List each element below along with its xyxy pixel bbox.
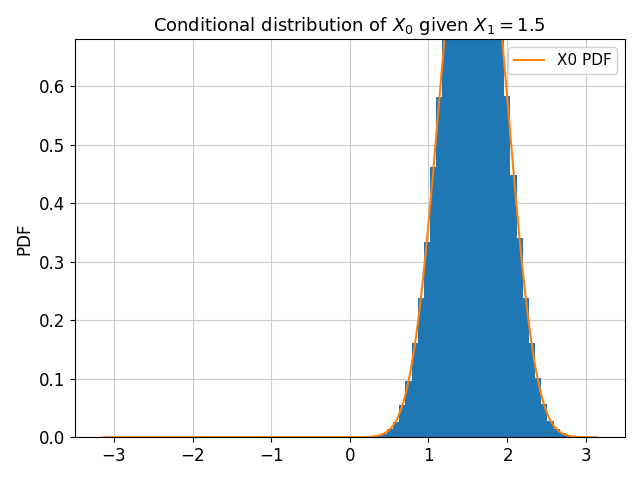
Bar	[492, 0, 498, 437]
Bar	[486, 0, 492, 437]
Bar	[436, 97, 442, 437]
Bar	[467, 0, 474, 437]
Bar	[541, 404, 547, 437]
Bar	[374, 436, 381, 437]
Bar	[399, 405, 405, 437]
X0 PDF	[223, 434, 230, 440]
Bar	[498, 21, 504, 437]
Bar	[516, 238, 523, 437]
Bar	[547, 421, 554, 437]
Title: Conditional distribution of $X_0$ given $X_1 = 1.5$: Conditional distribution of $X_0$ given …	[154, 15, 547, 37]
Bar	[405, 381, 412, 437]
X0 PDF	[593, 434, 601, 440]
Bar	[442, 31, 449, 437]
Bar	[504, 96, 510, 437]
X0 PDF	[288, 434, 296, 440]
Bar	[535, 378, 541, 437]
Bar	[523, 298, 529, 437]
Bar	[479, 0, 486, 437]
Bar	[430, 167, 436, 437]
Bar	[418, 298, 424, 437]
Bar	[554, 429, 560, 437]
Bar	[474, 0, 479, 437]
Bar	[560, 433, 566, 437]
X0 PDF	[506, 118, 513, 124]
Bar	[461, 0, 467, 437]
Bar	[381, 433, 387, 437]
Bar	[455, 0, 461, 437]
Line: X0 PDF: X0 PDF	[103, 0, 597, 437]
X0 PDF	[99, 434, 107, 440]
Bar	[529, 343, 535, 437]
Bar	[387, 429, 393, 437]
X0 PDF	[396, 411, 403, 417]
Bar	[393, 421, 399, 437]
Bar	[424, 242, 430, 437]
X0 PDF	[189, 434, 196, 440]
Legend: X0 PDF: X0 PDF	[508, 47, 618, 74]
Bar	[412, 343, 418, 437]
X0 PDF	[420, 265, 428, 271]
Bar	[449, 0, 455, 437]
Bar	[510, 176, 516, 437]
Bar	[566, 436, 572, 437]
Y-axis label: PDF: PDF	[15, 222, 33, 254]
